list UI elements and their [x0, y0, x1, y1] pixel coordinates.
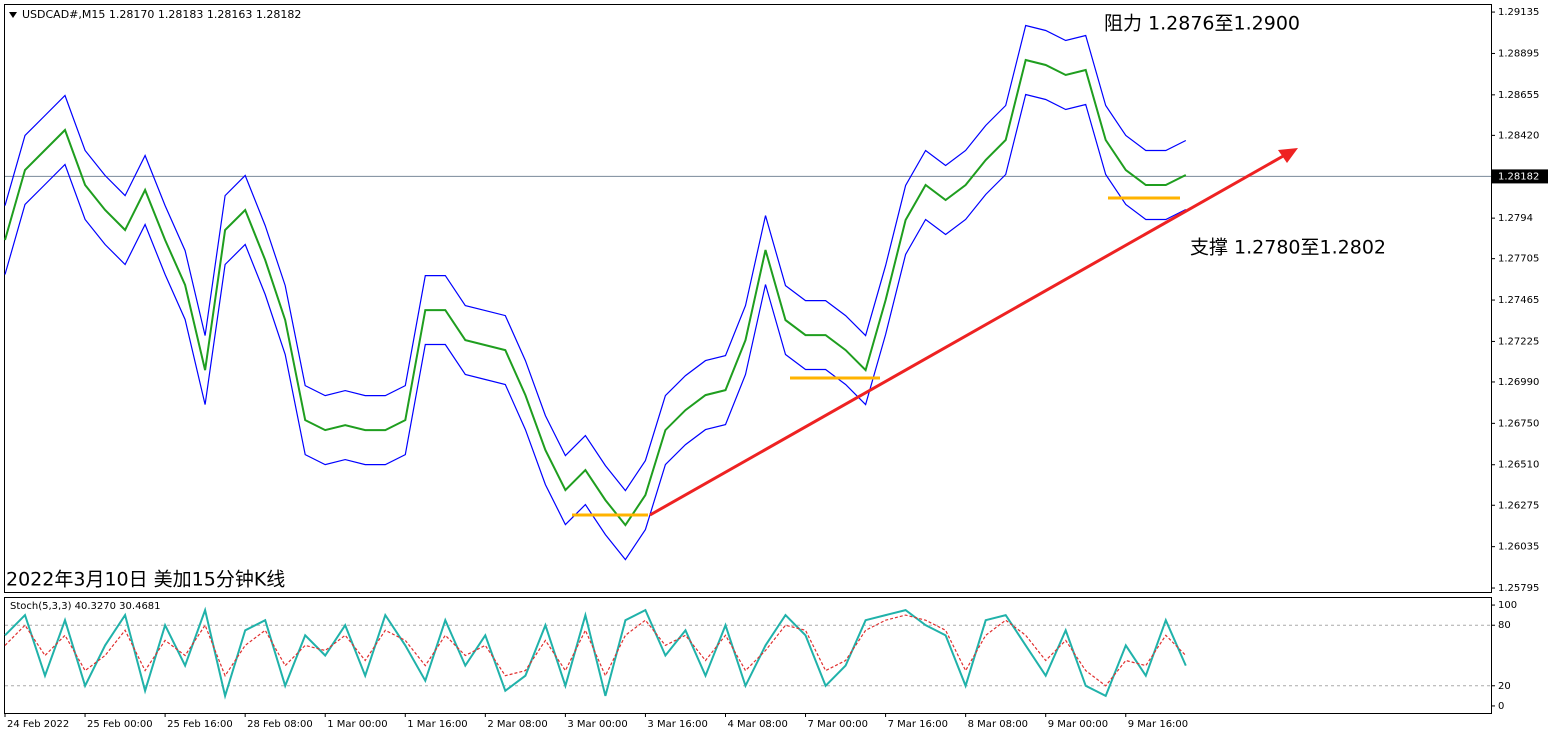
y-tick-label: 1.2794: [1498, 213, 1533, 224]
series-line: [4, 93, 1187, 561]
x-tick-label: 3 Mar 16:00: [647, 719, 707, 730]
header-icon: [9, 12, 17, 18]
x-tick-label: 2 Mar 08:00: [487, 719, 547, 730]
x-tick-label: 7 Mar 16:00: [888, 719, 948, 730]
stoch-title: Stoch(5,3,3) 40.3270 30.4681: [10, 601, 161, 612]
x-tick-label: 25 Feb 00:00: [87, 719, 153, 730]
trend-line: [649, 153, 1286, 517]
y-tick-label: 1.26750: [1498, 418, 1539, 429]
series-line: [4, 58, 1187, 527]
current-price-label: 1.28182: [1498, 171, 1539, 182]
series-line: [4, 24, 1187, 492]
x-tick-label: 9 Mar 16:00: [1128, 719, 1188, 730]
marks: 1.29135 1.28895 1.28655 1.28420 1.2794 1.2770…: [4, 7, 1548, 730]
x-tick-label: 3 Mar 00:00: [567, 719, 627, 730]
y-tick-label: 1.25795: [1498, 583, 1539, 594]
main-frame: [4, 4, 1492, 593]
x-tick-label: 8 Mar 08:00: [968, 719, 1028, 730]
y-tick-label: 1.26990: [1498, 377, 1539, 388]
annotation: 支撑 1.2780至1.2802: [1190, 237, 1386, 259]
y-tick-label: 1.29135: [1498, 7, 1539, 18]
y-tick-label: 20: [1498, 681, 1511, 692]
x-tick-label: 7 Mar 00:00: [808, 719, 868, 730]
y-tick-label: 1.27705: [1498, 254, 1539, 265]
y-tick-label: 1.26510: [1498, 460, 1539, 471]
trend-arrow: [1278, 148, 1298, 163]
annotation: 2022年3月10日 美加15分钟K线: [6, 569, 285, 591]
y-tick-label: 1.28655: [1498, 90, 1539, 101]
x-tick-label: 1 Mar 16:00: [407, 719, 467, 730]
x-tick-label: 28 Feb 08:00: [247, 719, 313, 730]
x-tick-label: 9 Mar 00:00: [1048, 719, 1108, 730]
annotation: 阻力 1.2876至1.2900: [1104, 13, 1300, 35]
x-tick-label: 24 Feb 2022: [7, 719, 69, 730]
y-tick-label: 0: [1498, 701, 1504, 712]
y-tick-label: 80: [1498, 620, 1511, 631]
x-tick-label: 1 Mar 00:00: [327, 719, 387, 730]
chart-title: USDCAD#,M15 1.28170 1.28183 1.28163 1.28…: [22, 8, 301, 21]
x-tick-label: 4 Mar 08:00: [727, 719, 787, 730]
y-tick-label: 1.26035: [1498, 542, 1539, 553]
current-price-box: [1492, 169, 1548, 184]
y-tick-label: 1.28420: [1498, 130, 1539, 141]
y-tick-label: 1.26275: [1498, 500, 1539, 511]
y-tick-label: 1.28895: [1498, 48, 1539, 59]
stoch-frame: [4, 597, 1492, 714]
y-tick-label: 1.27465: [1498, 295, 1539, 306]
x-tick-label: 25 Feb 16:00: [167, 719, 233, 730]
series-line: [4, 614, 1187, 687]
y-tick-label: 100: [1498, 600, 1517, 611]
series-line: [4, 606, 1187, 700]
y-tick-label: 1.27225: [1498, 336, 1539, 347]
